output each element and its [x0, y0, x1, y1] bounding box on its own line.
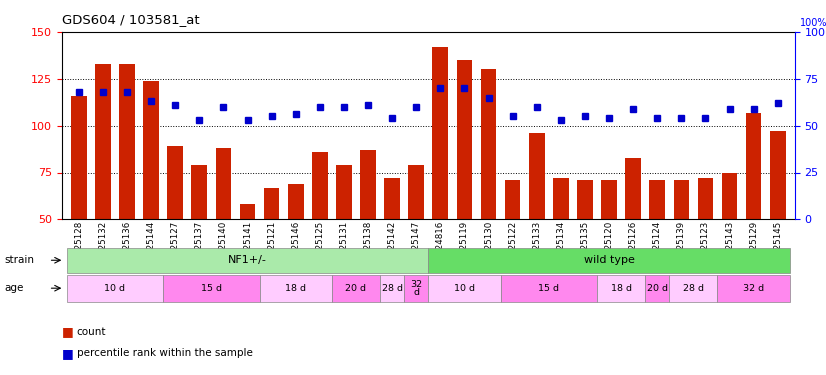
Bar	[673, 180, 689, 313]
Text: age: age	[4, 283, 23, 293]
Bar	[384, 178, 400, 313]
Bar	[746, 112, 762, 313]
Bar	[240, 204, 255, 313]
Text: GDS604 / 103581_at: GDS604 / 103581_at	[62, 13, 200, 26]
Bar	[192, 165, 207, 313]
Bar	[722, 172, 738, 313]
Bar	[216, 148, 231, 313]
Text: 18 d: 18 d	[285, 284, 306, 292]
Bar	[263, 188, 279, 313]
Text: 32 d: 32 d	[743, 284, 764, 292]
Bar	[457, 60, 472, 313]
Bar	[529, 133, 544, 313]
Text: 32
d: 32 d	[411, 280, 422, 297]
Bar	[71, 96, 87, 313]
Bar	[770, 131, 786, 313]
Text: ■: ■	[62, 326, 74, 338]
Bar	[288, 184, 304, 313]
Text: 10 d: 10 d	[104, 284, 126, 292]
Text: NF1+/-: NF1+/-	[228, 255, 267, 265]
Text: 28 d: 28 d	[382, 284, 402, 292]
Text: 10 d: 10 d	[454, 284, 475, 292]
Text: 28 d: 28 d	[683, 284, 704, 292]
Text: 18 d: 18 d	[610, 284, 632, 292]
Bar	[625, 158, 641, 313]
Bar	[698, 178, 714, 313]
Bar	[553, 178, 568, 313]
Bar	[360, 150, 376, 313]
Text: 100%: 100%	[800, 18, 826, 28]
Bar	[336, 165, 352, 313]
Bar	[95, 64, 111, 313]
Bar	[143, 81, 159, 313]
Bar	[505, 180, 520, 313]
Bar	[601, 180, 617, 313]
Text: 20 d: 20 d	[345, 284, 367, 292]
Text: ■: ■	[62, 347, 74, 360]
Bar	[312, 152, 328, 313]
Text: strain: strain	[4, 255, 34, 265]
Bar	[119, 64, 135, 313]
Text: percentile rank within the sample: percentile rank within the sample	[77, 348, 253, 358]
Bar	[168, 146, 183, 313]
Text: 15 d: 15 d	[539, 284, 559, 292]
Text: wild type: wild type	[584, 255, 634, 265]
Bar	[577, 180, 593, 313]
Text: count: count	[77, 327, 107, 337]
Bar	[408, 165, 424, 313]
Bar	[433, 47, 449, 313]
Bar	[481, 69, 496, 313]
Text: 15 d: 15 d	[201, 284, 222, 292]
Text: 20 d: 20 d	[647, 284, 667, 292]
Bar	[649, 180, 665, 313]
